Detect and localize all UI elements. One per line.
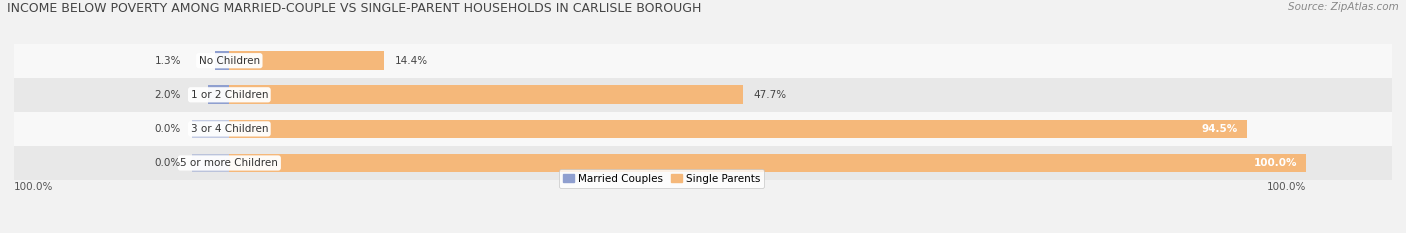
Bar [191,154,229,172]
Text: 100.0%: 100.0% [1254,158,1298,168]
Bar [208,86,229,104]
Text: 100.0%: 100.0% [1267,182,1306,192]
Text: 2.0%: 2.0% [155,90,181,100]
Text: 94.5%: 94.5% [1202,124,1239,134]
Text: 5 or more Children: 5 or more Children [180,158,278,168]
Bar [14,78,1392,112]
Bar [14,112,1392,146]
Text: 0.0%: 0.0% [155,158,181,168]
Legend: Married Couples, Single Parents: Married Couples, Single Parents [560,169,765,188]
Text: 1.3%: 1.3% [155,56,181,66]
Text: Source: ZipAtlas.com: Source: ZipAtlas.com [1288,2,1399,12]
Bar [215,51,229,70]
Bar [229,120,1247,138]
Bar [229,154,1306,172]
Bar [229,86,742,104]
Text: 1 or 2 Children: 1 or 2 Children [191,90,269,100]
Text: 3 or 4 Children: 3 or 4 Children [191,124,269,134]
Text: 14.4%: 14.4% [395,56,429,66]
Bar [14,146,1392,180]
Text: 0.0%: 0.0% [155,124,181,134]
Text: INCOME BELOW POVERTY AMONG MARRIED-COUPLE VS SINGLE-PARENT HOUSEHOLDS IN CARLISL: INCOME BELOW POVERTY AMONG MARRIED-COUPL… [7,2,702,15]
Bar [191,120,229,138]
Text: 47.7%: 47.7% [754,90,787,100]
Bar [229,51,384,70]
Text: 100.0%: 100.0% [14,182,53,192]
Text: No Children: No Children [198,56,260,66]
Bar [14,44,1392,78]
